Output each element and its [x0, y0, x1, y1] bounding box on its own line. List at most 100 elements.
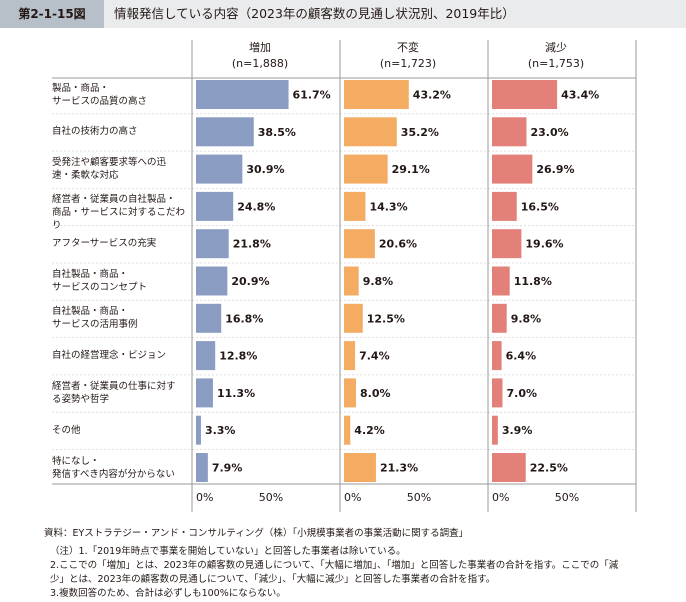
footnote: （注）1.「2019年時点で事業を開始していない」と回答した事業者は除いている。: [50, 546, 406, 557]
data-label: 23.0%: [531, 126, 569, 139]
bar-不変: [344, 191, 366, 221]
bar-不変: [344, 117, 397, 147]
series-sample-size: (n=1,888): [231, 57, 289, 70]
x-tick-label: 0%: [196, 491, 213, 504]
data-label: 24.8%: [237, 200, 275, 213]
category-label: 自社製品・商品・ サービスの活用事例: [52, 306, 138, 331]
data-label: 22.5%: [530, 462, 568, 475]
bar-減少: [492, 117, 527, 147]
data-label: 61.7%: [293, 89, 331, 102]
source-note: 資料：EYストラテジー・アンド・コンサルティング（株）「小規模事業者の事業活動に…: [44, 528, 469, 539]
data-label: 20.9%: [231, 275, 269, 288]
data-label: 6.4%: [506, 350, 537, 363]
bar-減少: [492, 415, 498, 445]
series-name: 減少: [545, 41, 567, 54]
data-label: 4.2%: [354, 424, 385, 437]
category-label: 自社の技術力の高さ: [52, 126, 138, 138]
data-label: 43.2%: [413, 89, 451, 102]
bar-減少: [492, 266, 510, 296]
data-label: 14.3%: [369, 200, 407, 213]
x-tick-label: 50%: [259, 491, 283, 504]
category-label: 自社製品・商品・ サービスのコンセプト: [52, 269, 148, 293]
data-label: 26.9%: [536, 163, 574, 176]
footnote: 3.複数回答のため、合計は必ずしも100%にならない。: [50, 588, 286, 599]
panel-header-1: 増加 (n=1,888): [192, 40, 328, 72]
x-tick-label: 0%: [344, 491, 361, 504]
bar-不変: [344, 303, 363, 333]
bar-増加: [196, 80, 289, 109]
bar-増加: [196, 191, 234, 221]
figure-header: 第2-1-15図 情報発信している内容（2023年の顧客数の見通し状況別、201…: [0, 0, 686, 28]
series-name: 不変: [397, 41, 419, 54]
x-tick-label: 50%: [407, 491, 431, 504]
data-label: 43.4%: [561, 89, 599, 102]
data-label: 9.8%: [511, 312, 542, 325]
data-label: 7.9%: [212, 462, 243, 475]
bar-減少: [492, 229, 522, 259]
bar-不変: [344, 229, 375, 259]
category-label: 受発注や顧客要求等への迅 速・柔軟な対応: [52, 157, 167, 182]
bar-減少: [492, 453, 526, 482]
data-label: 38.5%: [258, 126, 296, 139]
data-label: 7.4%: [359, 350, 390, 363]
x-tick-label: 0%: [492, 491, 509, 504]
data-label: 19.6%: [525, 238, 563, 251]
bar-増加: [196, 378, 213, 408]
bar-減少: [492, 154, 533, 184]
series-sample-size: (n=1,723): [379, 57, 437, 70]
bar-不変: [344, 415, 351, 445]
data-label: 35.2%: [401, 126, 439, 139]
category-label: アフターサービスの充実: [52, 238, 157, 250]
data-label: 11.8%: [514, 275, 552, 288]
bar-不変: [344, 453, 376, 482]
bar-増加: [196, 229, 229, 259]
data-label: 12.5%: [367, 312, 405, 325]
data-label: 9.8%: [363, 275, 394, 288]
bar-減少: [492, 80, 558, 109]
data-label: 3.3%: [205, 424, 236, 437]
series-name: 増加: [249, 41, 271, 54]
bar-増加: [196, 117, 254, 147]
category-label: 製品・商品・ サービスの品質の高さ: [52, 82, 148, 107]
bar-増加: [196, 266, 228, 296]
bar-不変: [344, 341, 356, 371]
figure-number: 第2-1-15図: [0, 0, 104, 28]
data-label: 16.8%: [225, 312, 263, 325]
bar-減少: [492, 191, 517, 221]
data-label: 8.0%: [360, 387, 391, 400]
bar-増加: [196, 154, 243, 184]
bar-不変: [344, 378, 356, 408]
data-label: 16.5%: [521, 200, 559, 213]
category-label: 経営者・従業員の仕事に対す る姿勢や哲学: [52, 380, 176, 405]
bar-増加: [196, 415, 201, 445]
bar-不変: [344, 154, 388, 184]
bar-増加: [196, 341, 216, 371]
figure-title: 情報発信している内容（2023年の顧客数の見通し状況別、2019年比）: [114, 6, 515, 21]
footnote: 少」とは、2023年の顧客数の見通しについて、「減少」、「大幅に減少」と回答した…: [50, 574, 496, 585]
data-label: 12.8%: [219, 350, 257, 363]
bar-増加: [196, 303, 222, 333]
category-label: 特になし・ 発信すべき内容が分からない: [52, 455, 175, 480]
bar-不変: [344, 266, 359, 296]
bar-減少: [492, 378, 503, 408]
panel-header-2: 不変 (n=1,723): [340, 40, 476, 72]
data-label: 29.1%: [392, 163, 430, 176]
category-label: その他: [52, 424, 81, 436]
category-label: 自社の経営理念・ビジョン: [52, 350, 167, 362]
data-label: 20.6%: [379, 238, 417, 251]
series-sample-size: (n=1,753): [527, 57, 585, 70]
x-tick-label: 50%: [555, 491, 579, 504]
data-label: 21.8%: [233, 238, 271, 251]
data-label: 11.3%: [217, 387, 255, 400]
bar-減少: [492, 303, 507, 333]
data-label: 30.9%: [246, 163, 284, 176]
data-label: 7.0%: [507, 387, 538, 400]
bar-不変: [344, 80, 409, 109]
footnote: 2.ここでの「増加」とは、2023年の顧客数の見通しについて、「大幅に増加」、「…: [50, 560, 619, 571]
data-label: 21.3%: [380, 462, 418, 475]
bar-減少: [492, 341, 502, 371]
panel-header-3: 減少 (n=1,753): [488, 40, 624, 72]
bar-chart: 61.7% 38.5% 30.9% 24.8% 21.8% 20.9% 16.8% 12.8%…: [52, 40, 637, 512]
bar-増加: [196, 453, 208, 482]
data-label: 3.9%: [502, 424, 533, 437]
